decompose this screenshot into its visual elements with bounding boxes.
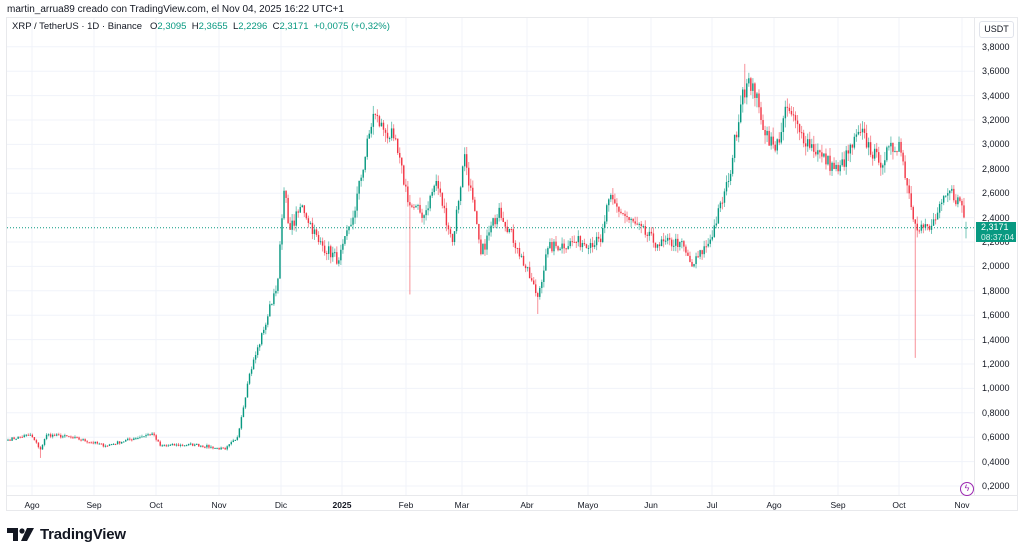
price-tick-label: 3,0000 [982,139,1010,150]
time-tick-label: Jun [644,500,658,510]
current-price: 2,3171 [981,222,1009,232]
time-tick-label: Mar [454,500,470,510]
time-tick-label: Sep [86,500,102,510]
chart-credit: martin_arrua89 creado con TradingView.co… [7,4,344,15]
tradingview-logo-icon [7,527,34,541]
price-tick-label: 1,0000 [982,383,1010,394]
time-tick-label: Feb [398,500,414,510]
price-tick-label: 0,4000 [982,456,1010,467]
price-tick-label: 0,8000 [982,407,1010,418]
tradingview-logo: TradingView [7,526,126,543]
time-tick-label: Dic [274,500,288,510]
change-value: +0,0075 (+0,32%) [313,21,390,32]
lightning-icon[interactable]: ϟ [960,482,974,496]
current-price-label: 2,3171 08:37:04 [976,222,1016,242]
time-tick-label: Jul [706,500,718,510]
time-tick-label: Nov [954,500,970,510]
price-tick-label: 3,6000 [982,66,1010,77]
time-axis-separator [6,495,1018,496]
low-value: 2,2296 [238,21,268,32]
price-tick-label: 2,8000 [982,163,1010,174]
chart-frame [6,17,1018,511]
price-axis-separator [974,17,975,495]
price-tick-label: 3,2000 [982,115,1010,125]
price-tick-label: 2,6000 [982,188,1010,199]
price-tick-label: 2,0000 [982,261,1010,272]
close-value: 2,3171 [279,21,309,32]
price-tick-label: 2,2000 [982,237,1010,247]
price-tick-label: 3,8000 [982,41,1010,52]
time-tick-label: Abr [520,500,534,510]
time-tick-label: Nov [211,500,227,510]
ohlc-legend: XRP / TetherUS · 1D · Binance O2,3095 H2… [12,21,390,32]
time-tick-label: 2025 [332,500,352,510]
brand-name: TradingView [40,526,126,543]
time-tick-label: Sep [830,500,846,510]
price-tick-label: 0,6000 [982,432,1010,443]
price-tick-label: 1,4000 [982,334,1010,345]
high-value: 2,3655 [198,21,228,32]
bar-countdown: 08:37:04 [981,232,1015,242]
time-tick-label: Oct [149,500,163,510]
symbol-description[interactable]: XRP / TetherUS · 1D · Binance [12,21,143,32]
time-tick-label: Ago [766,500,782,510]
price-tick-label: 0,2000 [982,481,1010,491]
time-tick-label: Oct [892,500,906,510]
price-tick-label: 2,4000 [982,212,1010,223]
time-tick-label: Mayo [577,500,599,510]
price-tick-label: 1,8000 [982,285,1010,296]
currency-unit-button[interactable]: USDT [979,21,1014,38]
open-value: 2,3095 [157,21,187,32]
price-tick-label: 1,6000 [982,310,1010,321]
time-tick-label: Ago [24,500,40,510]
price-tick-label: 3,4000 [982,90,1010,101]
price-tick-label: 1,2000 [982,359,1010,369]
